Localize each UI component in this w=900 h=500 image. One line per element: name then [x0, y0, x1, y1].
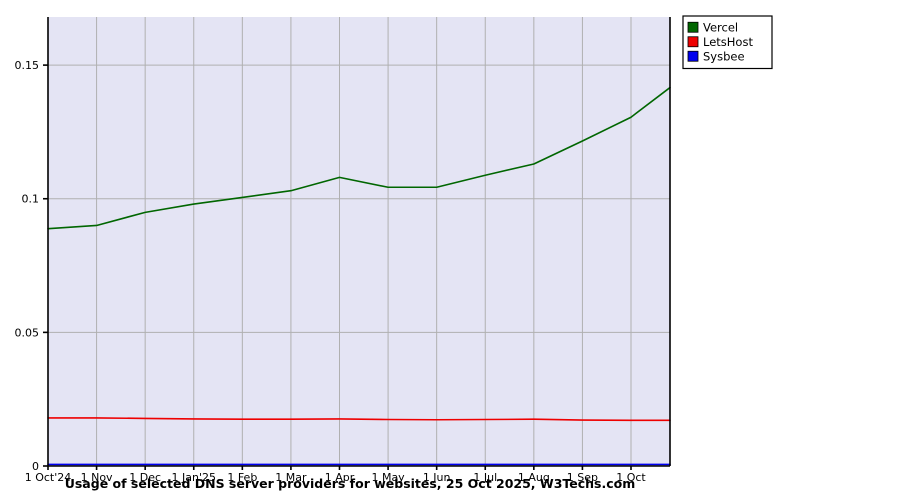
- x-tick-label: 1 Nov: [81, 471, 113, 484]
- data-series-layer: [47, 86, 671, 466]
- y-tick-label: 0.1: [22, 193, 40, 206]
- x-tick-label: 1 Oct'24: [25, 471, 72, 484]
- series-line-letshost: [47, 417, 671, 422]
- y-tick-label: 0.15: [15, 59, 40, 72]
- x-tick-label: 1 Sep: [567, 471, 598, 484]
- y-tick-label: 0: [32, 460, 39, 473]
- x-tick-label: 1 Jan'25: [172, 471, 216, 484]
- x-tick-label: 1 Jun: [423, 471, 451, 484]
- legend-swatch-vercel: [687, 21, 699, 33]
- chart-caption: Usage of selected DNS server providers f…: [65, 476, 636, 491]
- grid-lines: [48, 17, 670, 466]
- legend-label-vercel: Vercel: [703, 20, 738, 34]
- x-tick-label: 1 Dec: [129, 471, 161, 484]
- x-tick-label: 1 Jul: [473, 471, 497, 484]
- x-tick-label: 1 Oct: [616, 471, 646, 484]
- x-tick-label: 1 Apr: [325, 471, 355, 484]
- legend-label-sysbee: Sysbee: [703, 49, 745, 63]
- x-tick-label: 1 Feb: [227, 471, 257, 484]
- y-axis-ticks: 0 0.05 0.1 0.15: [15, 59, 48, 473]
- x-tick-label: 1 Aug: [518, 471, 550, 484]
- plot-area-background: [48, 17, 670, 466]
- legend-swatch-sysbee: [687, 50, 699, 62]
- legend-swatch-letshost: [687, 36, 699, 48]
- series-line-vercel: [47, 86, 671, 230]
- axis-lines: [47, 17, 671, 467]
- legend-label-letshost: LetsHost: [703, 35, 753, 49]
- x-axis-ticks: 1 Oct'24 1 Nov 1 Dec 1 Jan'25 1 Feb 1 Mar 1 Ap…: [25, 466, 646, 484]
- x-tick-label: 1 Mar: [275, 471, 307, 484]
- y-tick-label: 0.05: [15, 326, 40, 339]
- x-tick-label: 1 May: [371, 471, 405, 484]
